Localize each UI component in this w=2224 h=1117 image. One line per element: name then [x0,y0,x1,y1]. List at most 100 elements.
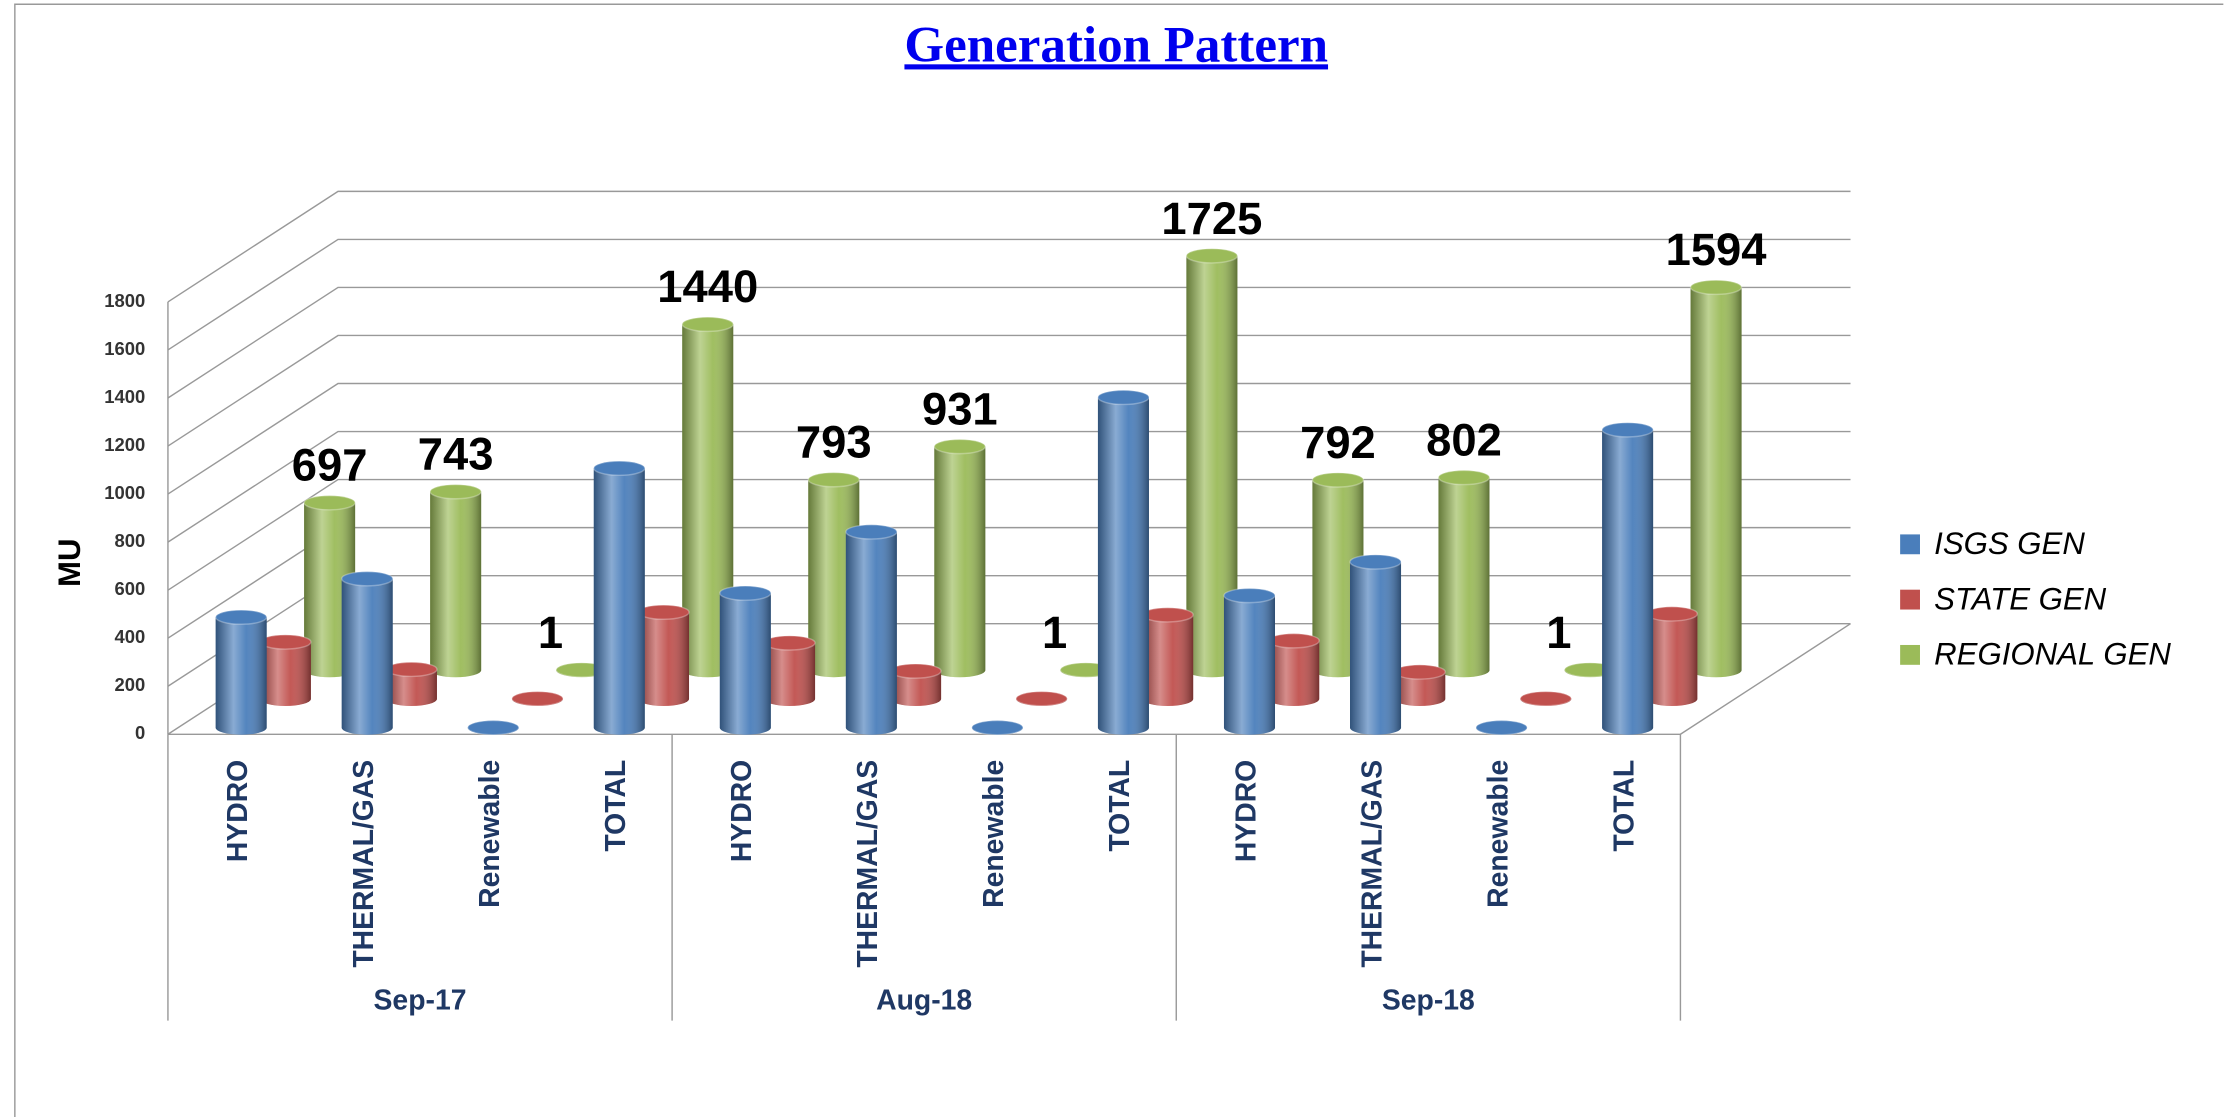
bar [1141,607,1194,706]
x-tick-label: HYDRO [222,760,254,862]
bar-top [340,570,394,587]
grid-line [167,286,1851,399]
x-tick-label: THERMAL/GAS [1356,760,1388,968]
bar [1601,422,1654,735]
bar-top [889,663,942,679]
bar-shade [1602,429,1654,735]
bar-shade [430,491,482,678]
bar [467,719,520,736]
bar-shade [719,593,771,735]
grid-line [167,526,1851,639]
bar-shade [637,612,690,706]
bar [1393,664,1446,706]
x-tick-label: TOTAL [600,760,632,852]
y-tick-label: 1000 [104,482,145,503]
bar-top [1437,469,1491,486]
bar-shade [1646,613,1698,706]
data-label: 697 [292,440,368,491]
bar [511,690,564,707]
x-tick-label: THERMAL/GAS [348,760,380,968]
bar-top [971,719,1024,736]
frame [14,3,2224,1117]
bar-top [1267,632,1320,649]
bar-top [259,634,312,650]
x-tick-label: HYDRO [726,760,758,862]
grid-line [167,478,1851,591]
x-tick-label: HYDRO [1230,760,1262,862]
y-tick-label: 800 [115,530,146,551]
bar-top [1141,607,1194,623]
bar-top [1475,719,1528,736]
bar-top [303,494,356,511]
grid-line [167,334,1851,447]
y-tick-label: 1600 [104,338,145,359]
bar [1437,469,1491,678]
grid-line [167,430,1851,543]
data-label: 1 [1042,607,1067,658]
legend-label: ISGS GEN [1934,526,2085,561]
bar [214,609,268,735]
bar-top [214,609,268,625]
y-axis-label: MU [52,539,87,587]
grid-line [167,382,1851,495]
bar-shade [593,468,645,735]
y-tick-label: 1800 [104,290,145,311]
bar [971,719,1024,736]
bar [429,483,482,678]
bar-top [933,438,987,455]
bar-shade [845,531,897,735]
x-tick-label: Renewable [1482,760,1514,908]
data-label: 1 [1546,607,1571,658]
bar [1349,554,1402,735]
x-tick-label: Renewable [474,760,506,908]
bar-top [593,460,646,477]
x-tick-label: Renewable [978,760,1010,908]
x-tick-label: TOTAL [1104,760,1136,852]
group-label: Sep-17 [374,985,467,1017]
bar [1185,248,1239,678]
grid-line [167,190,1851,303]
bar-shade [682,324,734,678]
bar-shade [259,641,311,706]
y-tick-label: 600 [115,578,146,599]
bar [1267,632,1320,706]
bar [681,316,734,678]
data-label: 792 [1300,417,1376,468]
bar-top [1393,664,1446,680]
bar-top [681,316,734,333]
bar [1223,587,1276,735]
bar-shade [1690,287,1742,678]
data-label: 1 [538,607,563,658]
legend-label: STATE GEN [1934,581,2107,616]
y-tick-label: 0 [135,722,145,743]
legend-swatch [1900,644,1920,665]
bar-shade [385,669,437,706]
bar-top [1223,587,1276,604]
grid-line [167,238,1851,351]
bar-shade [934,446,986,678]
bar [1475,719,1528,736]
bar [340,570,394,735]
bar-top [467,719,520,736]
group-label: Sep-18 [1382,985,1475,1017]
bar-shade [1186,255,1238,678]
bar [845,524,898,735]
bar-top [1349,554,1402,570]
legend-swatch [1900,589,1920,610]
bar-top [807,471,861,488]
bar-shade [341,578,393,735]
y-tick-label: 400 [115,626,146,647]
bar-shade [1142,614,1194,706]
bar [385,661,438,706]
data-label: 1725 [1161,193,1262,244]
bar [807,471,861,678]
bar-shade [1268,640,1320,706]
bar [719,585,772,735]
bar-shade [1097,397,1149,735]
bar [259,634,312,706]
bar-top [1097,389,1150,406]
data-label: 931 [922,383,998,434]
bar-top [719,585,772,601]
data-label: 1594 [1666,224,1767,275]
